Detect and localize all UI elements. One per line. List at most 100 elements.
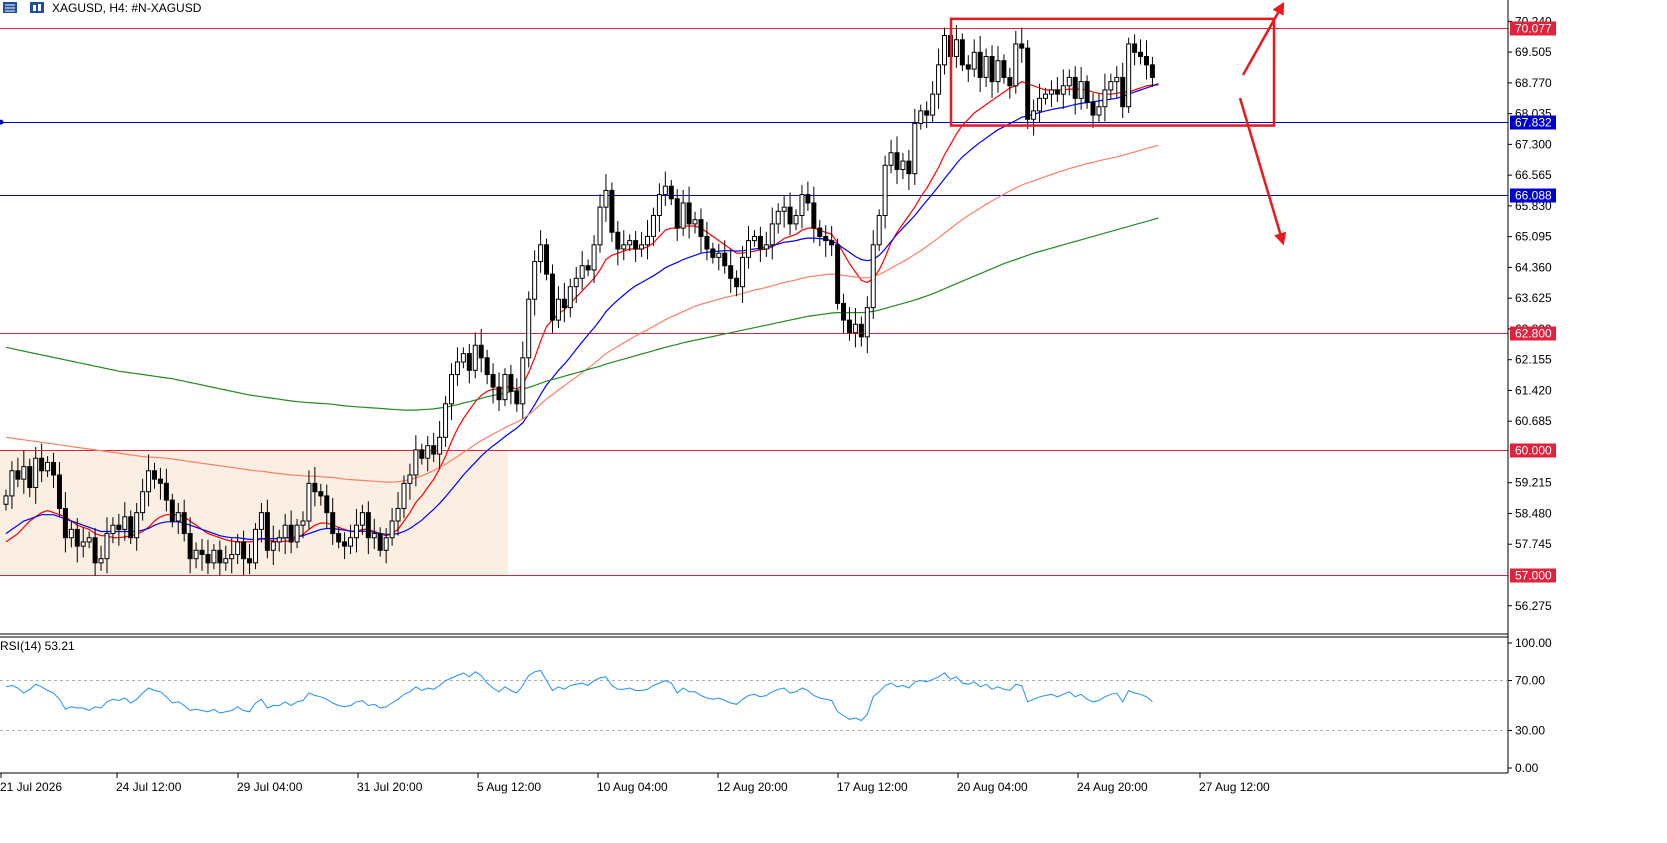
candle-body [365, 512, 371, 539]
candle-body [407, 474, 413, 484]
candle [793, 209, 799, 231]
candle-body [1048, 89, 1054, 95]
candle-body [472, 344, 478, 371]
candle-body [116, 524, 122, 530]
candle [1037, 83, 1043, 123]
candle-body [92, 537, 98, 564]
candle [443, 395, 449, 447]
candle [841, 293, 847, 334]
candle-body [668, 185, 674, 200]
price-level-label: 60.000 [1510, 443, 1556, 458]
candle-body [567, 286, 573, 309]
candle-body [431, 445, 437, 455]
candle [1019, 27, 1025, 63]
line-anchor-dot [0, 119, 4, 125]
ma-mid-line [5, 83, 1159, 541]
candle [1126, 37, 1132, 113]
candle [508, 364, 514, 405]
candle [478, 328, 484, 373]
candle-body [454, 361, 460, 376]
candle-body [383, 537, 389, 551]
time-tick-label: 12 Aug 20:00 [717, 780, 788, 794]
candle [864, 296, 870, 354]
candle [460, 347, 466, 369]
candle [1025, 40, 1031, 129]
candle [1072, 66, 1078, 115]
candle-body [680, 202, 686, 229]
candle-body [1138, 51, 1144, 57]
candle-body [146, 470, 152, 493]
candle-body [282, 524, 288, 539]
candle-body [241, 541, 247, 560]
candle-body [609, 189, 615, 233]
candle [401, 475, 407, 519]
candle [353, 508, 359, 553]
candle-body [74, 528, 80, 547]
price-tick-label: 57.745 [1515, 537, 1552, 551]
candle [1043, 87, 1048, 105]
candle [538, 230, 544, 273]
price-tick-label: 60.685 [1515, 414, 1552, 428]
candle-body [211, 549, 217, 564]
candle-body [449, 374, 454, 405]
candle [775, 203, 781, 234]
candle-body [389, 520, 395, 539]
candle [472, 332, 478, 379]
candle [835, 238, 841, 310]
candle-body [51, 461, 57, 476]
candle-body [478, 344, 484, 359]
candle [45, 456, 51, 478]
candle-body [1013, 43, 1019, 87]
price-tick-label: 59.215 [1515, 476, 1552, 490]
candle-body [686, 202, 692, 225]
candle [858, 316, 864, 347]
candle [876, 209, 882, 252]
candle-body [1007, 76, 1013, 87]
price-tick-label: 68.770 [1515, 76, 1552, 90]
candle [383, 528, 389, 564]
candle [193, 542, 199, 569]
candle-body [817, 227, 823, 237]
candle [769, 207, 775, 260]
candle [680, 189, 686, 237]
candle [1054, 77, 1060, 103]
candle-body [1060, 85, 1066, 95]
candle [395, 492, 401, 536]
candle [971, 39, 977, 78]
candle [128, 510, 134, 545]
candle [1138, 39, 1144, 65]
candle [995, 46, 1001, 93]
candle-body [698, 219, 704, 237]
candle [692, 211, 698, 234]
candle-body [425, 445, 431, 459]
candle-body [561, 298, 567, 309]
chart-type-icon[interactable] [30, 2, 44, 13]
candle-body [953, 39, 959, 57]
candle-body [775, 210, 781, 225]
candle-body [15, 470, 21, 480]
candle [567, 278, 573, 318]
candle [276, 529, 282, 552]
candle [852, 308, 858, 348]
candle [33, 446, 39, 504]
range-box [949, 17, 1276, 127]
time-tick-label: 10 Aug 04:00 [597, 780, 668, 794]
candle-body [223, 558, 229, 564]
candle-body [205, 553, 211, 564]
candle-body [846, 319, 852, 334]
time-tick-label: 24 Aug 20:00 [1077, 780, 1148, 794]
candle [1149, 56, 1155, 88]
candle [318, 483, 324, 506]
candle [942, 27, 948, 75]
candle [104, 517, 110, 574]
candle-body [1019, 43, 1025, 49]
candle-body [627, 240, 633, 246]
rsi-axis: 100.00 70.00 30.00 0.00 [1508, 636, 1552, 775]
candle-body [538, 244, 544, 263]
candle-body [835, 244, 841, 304]
candle [1013, 30, 1019, 94]
candle-body [942, 35, 948, 66]
candle [437, 420, 443, 469]
candle [258, 503, 264, 543]
